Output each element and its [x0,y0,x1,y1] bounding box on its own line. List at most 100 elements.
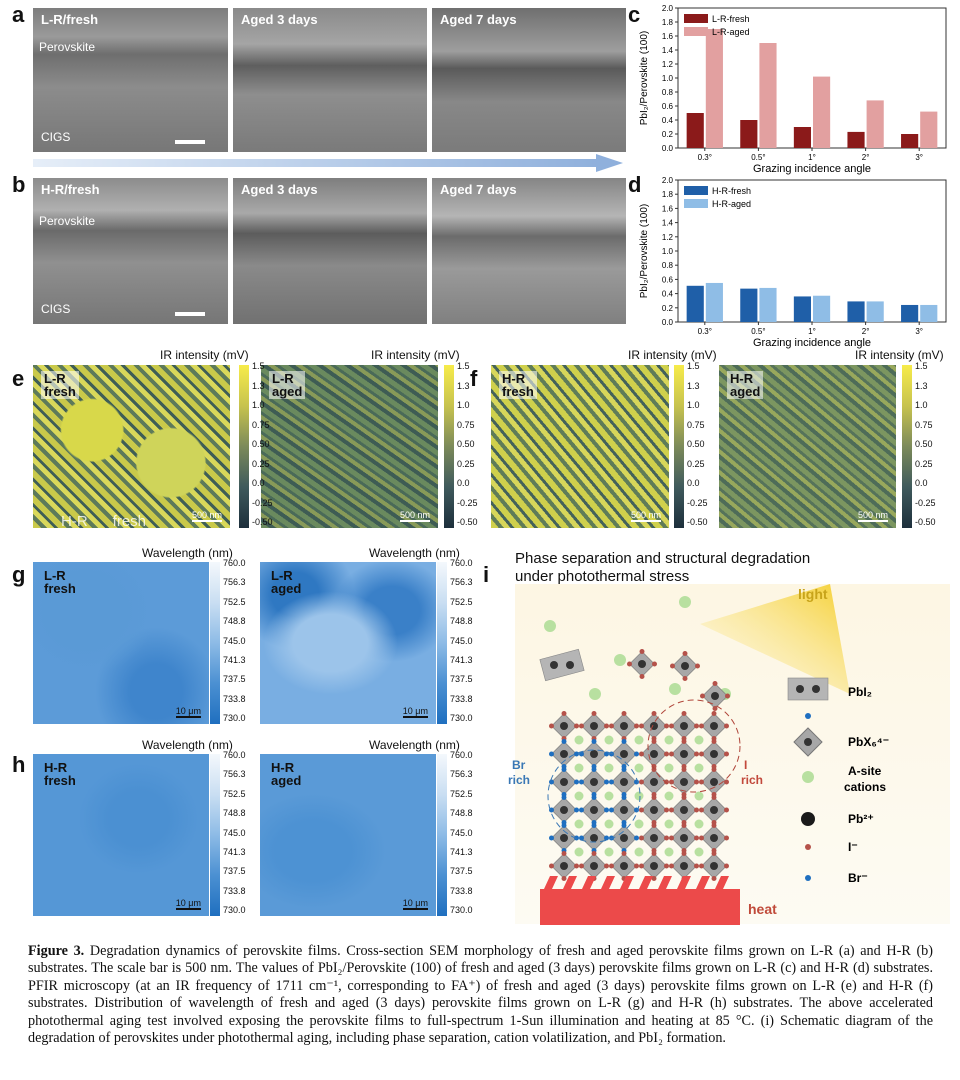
legend-pb-dot [804,738,812,746]
iodide-ion [561,711,567,716]
heater-tooth [563,876,577,889]
heater [540,889,740,925]
iodide-ion [724,723,729,729]
colorbar-tick-label: 741.3 [223,846,246,857]
y-tick-label: 1.4 [662,46,674,55]
aging-arrow [33,154,623,172]
pb-ion [650,806,658,814]
bar-H-R-fresh [901,304,919,322]
wl-colorbar [210,754,220,916]
panel-label-a: a [12,2,25,27]
colorbar-tick-label: 0.50 [252,439,270,449]
colorbar-tick-label: -0.25 [252,497,273,508]
colorbar-tick-label: 741.3 [450,846,473,857]
a-site-cation [574,819,584,829]
colorbar-tick-label: 733.8 [450,693,473,704]
iodide-ion [699,779,704,785]
sem-image-a-aged7: Aged 7 days [432,8,626,152]
y-tick-label: 1.6 [662,204,674,213]
iodide-ion [669,751,674,757]
y-tick-label: 0.0 [662,144,674,153]
a-site-cation [694,847,704,857]
colorbar-tick-label: 760.0 [223,558,246,568]
legend-label: L-R-fresh [712,14,750,24]
map-label: H-R aged [271,760,302,788]
octahedron [609,795,639,825]
light-beam [700,584,850,694]
panel-label-d: d [628,172,642,197]
iodide-ion [652,661,657,667]
colorbar-tick-label: 748.8 [223,808,246,819]
bromide-ion [579,779,584,785]
iodide-ion [694,863,699,869]
bromide-ion [634,835,639,841]
a-site-cation [614,654,626,666]
octahedron [639,711,669,741]
y-tick-label: 0.8 [662,88,674,97]
legend-label-bromide: Br⁻ [848,871,868,885]
bromide-ion [634,751,639,757]
a-site-cation [694,763,704,773]
colorbar-tick-label: -0.50 [252,517,273,527]
heater-tooth [677,876,691,889]
iodide-ion [694,779,699,785]
scale-bar [175,140,205,144]
bar-H-R-aged [866,301,884,322]
colorbar-tick-label: 1.5 [252,361,265,371]
ir-map-hr-fresh: H-R fresh 500 nm [491,365,669,528]
bar-L-R-aged [813,76,831,148]
legend-label-a-site-2: cations [844,780,886,794]
br-rich-circle [547,749,641,843]
a-site-cation [604,763,614,773]
iodide-ion [639,674,645,679]
x-axis-label: Grazing incidence angle [753,163,871,175]
a-site-cation [574,847,584,857]
a-site-cation [634,735,644,745]
ir-map-lr-fresh: L-R fresh 500 nm H-R fresh [33,365,230,528]
octahedron [639,851,669,881]
iodide-ion [561,851,567,856]
x-tick-label: 2° [862,327,870,336]
iodide-ion [634,723,639,729]
pb-ion [560,862,568,870]
colorbar-tick-label: 760.0 [450,558,473,568]
pb-ion [560,750,568,758]
heater-tooth [715,876,729,889]
colorbar-tick-label: 745.0 [450,635,473,646]
map-label: H-R aged [727,371,764,399]
colorbar-tick-label: 0.25 [457,458,475,469]
iodide-ion [651,739,657,744]
layer-label-cigs: CIGS [41,130,71,144]
colorbar-tick-label: 730.0 [223,713,246,723]
sem-label: L-R/fresh [41,12,99,27]
a-site-cation [634,819,644,829]
colorbar-title: IR intensity (mV) [628,348,717,362]
octahedron [669,823,699,853]
wl-colorbar [437,562,447,724]
panel-label-g: g [12,562,26,587]
sem-label: Aged 7 days [440,12,517,27]
chart-c: 0.0 0.2 0.4 0.6 0.8 1.0 1.2 1.4 1.6 1.8 2.0 0.3° 0.5… [639,4,947,175]
iodide-ion [651,823,657,828]
iodide-ion [651,711,657,716]
iodide-ion [699,751,704,757]
volatilized-species [539,596,731,711]
layer-label-perovskite: Perovskite [39,40,96,54]
overlay-text: H-R fresh [61,513,147,528]
bromide-ion [574,807,579,813]
bar-H-R-aged [920,304,938,322]
iodide-ion [669,723,674,729]
legend-a-site-icon [802,771,814,783]
a-site-cation [604,735,614,745]
panel-label-h: h [12,752,26,777]
colorbar-tick-label: 741.3 [223,654,246,665]
iodide-ion [664,751,669,757]
legend-label: L-R-aged [712,27,750,37]
octahedron [549,711,579,741]
colorbar-tick-label: 748.8 [450,808,473,819]
pb-ion [620,862,628,870]
pb-ion [560,778,568,786]
colorbar-tick-label: 733.8 [223,693,246,704]
heater-tooth [620,876,634,889]
colorbar-tick-label: 1.0 [457,400,470,410]
